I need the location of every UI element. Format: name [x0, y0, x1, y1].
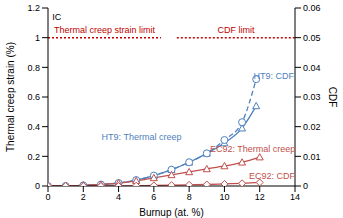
svg-text:0.8: 0.8 — [27, 63, 40, 73]
svg-text:0.04: 0.04 — [303, 63, 321, 73]
svg-text:1: 1 — [35, 33, 40, 43]
svg-text:0.05: 0.05 — [303, 33, 321, 43]
svg-text:0: 0 — [35, 181, 40, 191]
svg-text:14: 14 — [290, 192, 300, 202]
svg-text:CDF: CDF — [327, 87, 335, 108]
svg-text:0.6: 0.6 — [27, 92, 40, 102]
svg-text:2: 2 — [81, 192, 86, 202]
svg-text:EC92: CDF: EC92: CDF — [249, 171, 296, 181]
svg-text:12: 12 — [255, 192, 265, 202]
svg-text:6: 6 — [151, 192, 156, 202]
svg-text:HT9: Thermal creep: HT9: Thermal creep — [102, 132, 182, 142]
svg-text:0.01: 0.01 — [303, 152, 321, 162]
svg-text:HT9: CDF: HT9: CDF — [254, 71, 295, 81]
svg-text:Thermal creep strain (%): Thermal creep strain (%) — [8, 42, 16, 152]
svg-text:8: 8 — [187, 192, 192, 202]
svg-text:Thermal creep strain limit: Thermal creep strain limit — [54, 25, 156, 35]
svg-text:Burnup (at. %): Burnup (at. %) — [139, 207, 203, 218]
svg-text:CDF limit: CDF limit — [217, 25, 254, 35]
svg-text:0.2: 0.2 — [27, 152, 40, 162]
svg-text:IC: IC — [52, 12, 62, 22]
svg-text:EC92: Thermal creep: EC92: Thermal creep — [210, 144, 295, 154]
svg-text:10: 10 — [219, 192, 229, 202]
svg-text:4: 4 — [116, 192, 121, 202]
svg-text:0: 0 — [45, 192, 50, 202]
svg-text:1.2: 1.2 — [27, 3, 40, 13]
svg-text:0.06: 0.06 — [303, 3, 321, 13]
svg-text:0: 0 — [303, 181, 308, 191]
svg-text:0.02: 0.02 — [303, 122, 321, 132]
svg-text:0.4: 0.4 — [27, 122, 40, 132]
svg-text:0.03: 0.03 — [303, 92, 321, 102]
